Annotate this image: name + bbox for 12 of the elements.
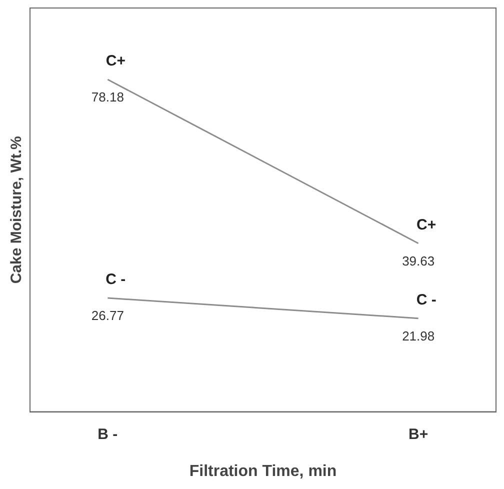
x-tick-label: B - — [98, 426, 118, 443]
series-label: C - — [416, 291, 436, 308]
data-label: 78.18 — [91, 89, 124, 104]
x-tick-label: B+ — [408, 426, 428, 443]
text: C - — [106, 271, 126, 288]
text: C+ — [106, 52, 126, 70]
data-label: 26.77 — [91, 308, 124, 324]
y-axis-title: Cake Moisture, Wt.% — [8, 136, 26, 284]
data-label: 39.63 — [402, 253, 435, 268]
x-axis-title: Filtration Time, min — [189, 462, 337, 480]
series-label: C+ — [416, 216, 436, 234]
data-label: 21.98 — [402, 328, 435, 344]
